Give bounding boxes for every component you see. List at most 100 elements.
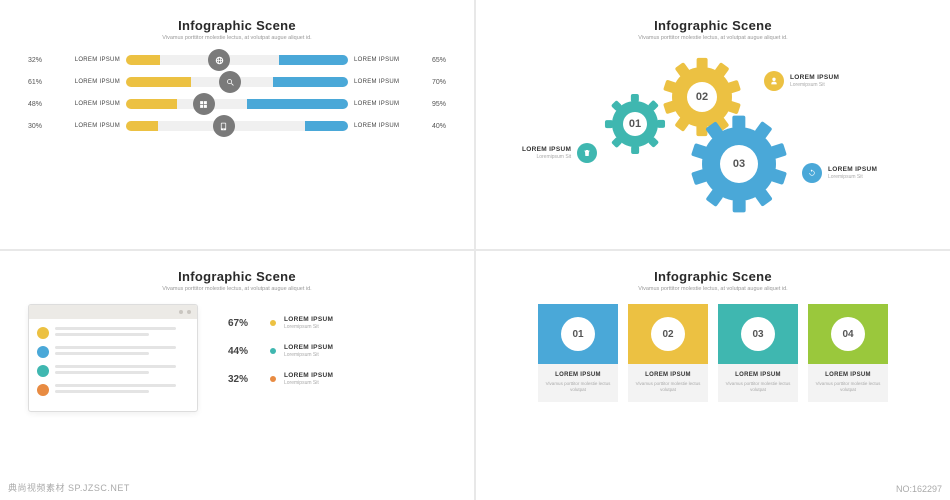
fill-right: [273, 77, 348, 87]
browser-bar: [29, 305, 197, 319]
fill-left: [126, 99, 177, 109]
pct-right: 95%: [418, 101, 446, 108]
label-right: LOREM IPSUM: [348, 57, 418, 63]
panel-bars: Infographic Scene Vivamus porttitor mole…: [0, 0, 474, 249]
gear-tooth: [754, 121, 773, 140]
gear-number: 03: [720, 145, 758, 183]
gear-tooth: [727, 80, 741, 94]
label-left: LOREM IPSUM: [56, 123, 126, 129]
item-lines: [55, 365, 189, 377]
legend-text: LOREM IPSUMLoremipsum Sit: [790, 74, 839, 88]
card-top: 02: [628, 304, 708, 364]
gear-tooth: [675, 117, 690, 132]
fill-left: [126, 55, 160, 65]
bar-row: 48% LOREM IPSUM LOREM IPSUM 95%: [28, 99, 446, 109]
gear-tooth: [732, 116, 745, 129]
card-top: 04: [808, 304, 888, 364]
pct-left: 30%: [28, 123, 56, 130]
card-top: 03: [718, 304, 798, 364]
bar-track: [126, 99, 348, 109]
gear-cluster: 01 02 03 LOREM IPSUMLoremipsum Sit LOREM I…: [504, 53, 922, 223]
legend-item: LOREM IPSUMLoremipsum Sit: [802, 163, 877, 183]
gear-tooth: [770, 143, 787, 160]
gear-tooth: [663, 80, 677, 94]
panel-header: Infographic Scene Vivamus porttitor mole…: [504, 18, 922, 41]
gear-tooth: [663, 101, 677, 115]
label-right: LOREM IPSUM: [348, 79, 418, 85]
gear: 01: [612, 101, 658, 147]
item-dot-icon: [37, 346, 49, 358]
info-card: 03 LOREM IPSUMVivamus porttitor molestie…: [718, 304, 798, 402]
panel-browser-stats: Infographic Scene Vivamus porttitor mole…: [0, 251, 474, 500]
gear-tooth: [697, 58, 708, 69]
stat-pct: 44%: [228, 346, 262, 357]
card-body: LOREM IPSUMVivamus porttitor molestie le…: [628, 364, 708, 402]
bar-row: 61% LOREM IPSUM LOREM IPSUM 70%: [28, 77, 446, 87]
label-left: LOREM IPSUM: [56, 79, 126, 85]
panel-cards: Infographic Scene Vivamus porttitor mole…: [476, 251, 950, 500]
list-item: [37, 365, 189, 377]
label-left: LOREM IPSUM: [56, 101, 126, 107]
card-number: 04: [831, 317, 865, 351]
bar-row: 30% LOREM IPSUM LOREM IPSUM 40%: [28, 121, 446, 131]
card-top: 01: [538, 304, 618, 364]
gear-tooth: [647, 136, 659, 148]
gear-tooth: [611, 100, 623, 112]
fill-left: [126, 121, 158, 131]
item-lines: [55, 327, 189, 339]
list-item: [37, 384, 189, 396]
panel-title: Infographic Scene: [504, 269, 922, 284]
fill-right: [279, 55, 348, 65]
legend-item: LOREM IPSUMLoremipsum Sit: [764, 71, 839, 91]
label-right: LOREM IPSUM: [348, 101, 418, 107]
pct-left: 48%: [28, 101, 56, 108]
card-body: LOREM IPSUMVivamus porttitor molestie le…: [538, 364, 618, 402]
legend-text: LOREM IPSUMLoremipsum Sit: [828, 166, 877, 180]
list-item: [37, 346, 189, 358]
stat-row: 67% LOREM IPSUMLoremipsum Sit: [228, 316, 446, 330]
card-number: 03: [741, 317, 775, 351]
browser-list: [29, 319, 197, 411]
gear-tooth: [675, 62, 690, 77]
gear-tooth: [691, 168, 708, 185]
gear-number: 02: [687, 82, 717, 112]
card-body: LOREM IPSUMVivamus porttitor molestie le…: [718, 364, 798, 402]
gear-tooth: [631, 146, 639, 154]
item-lines: [55, 384, 189, 396]
fill-right: [305, 121, 348, 131]
card-number: 02: [651, 317, 685, 351]
slide-grid: Infographic Scene Vivamus porttitor mole…: [0, 0, 950, 500]
panel-title: Infographic Scene: [28, 269, 446, 284]
fill-right: [247, 99, 348, 109]
browser-mock: [28, 304, 198, 412]
panel-subtitle: Vivamus porttitor molestie lectus, at vo…: [28, 35, 446, 41]
stat-pct: 67%: [228, 318, 262, 329]
legend-icon: [577, 143, 597, 163]
pct-right: 65%: [418, 57, 446, 64]
gear-tooth: [657, 120, 665, 128]
watermark-right: NO:162297: [896, 484, 942, 494]
gear-tooth: [705, 188, 724, 207]
bar-knob-icon: [208, 49, 230, 71]
bar-track: [126, 77, 348, 87]
stat-dot-icon: [270, 376, 276, 382]
stat-pct: 32%: [228, 374, 262, 385]
info-card: 04 LOREM IPSUMVivamus porttitor molestie…: [808, 304, 888, 402]
bar-knob-icon: [219, 71, 241, 93]
stat-text: LOREM IPSUMLoremipsum Sit: [284, 372, 333, 386]
gear-tooth: [631, 94, 639, 102]
item-lines: [55, 346, 189, 358]
panel3-body: 67% LOREM IPSUMLoremipsum Sit 44% LOREM I…: [28, 304, 446, 412]
gear-tooth: [754, 188, 773, 207]
stat-row: 32% LOREM IPSUMLoremipsum Sit: [228, 372, 446, 386]
bar-knob-icon: [213, 115, 235, 137]
gear-tooth: [770, 168, 787, 185]
panel-header: Infographic Scene Vivamus porttitor mole…: [504, 269, 922, 292]
bar-list: 32% LOREM IPSUM LOREM IPSUM 65% 61% LORE…: [28, 55, 446, 131]
label-right: LOREM IPSUM: [348, 123, 418, 129]
card-number: 01: [561, 317, 595, 351]
info-card: 01 LOREM IPSUMVivamus porttitor molestie…: [538, 304, 618, 402]
card-body: LOREM IPSUMVivamus porttitor molestie le…: [808, 364, 888, 402]
bar-track: [126, 121, 348, 131]
stat-list: 67% LOREM IPSUMLoremipsum Sit 44% LOREM I…: [228, 316, 446, 400]
